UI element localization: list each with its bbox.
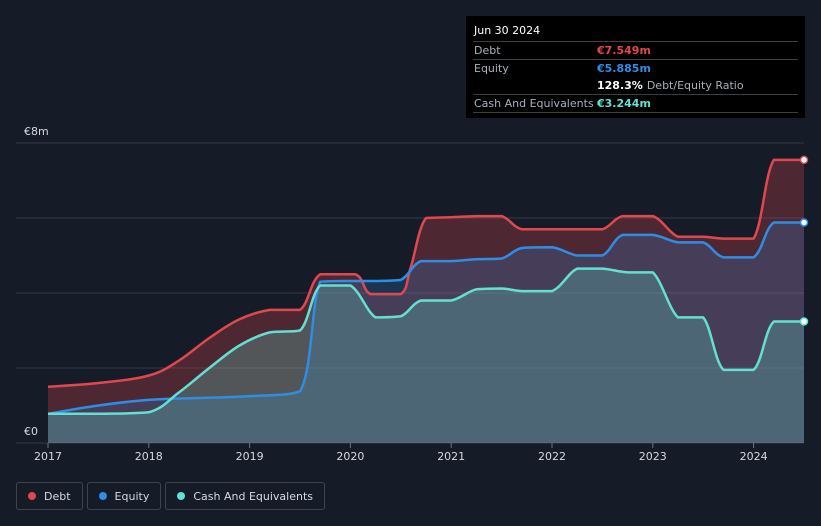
equity-line bbox=[47, 221, 804, 416]
series-end-markers bbox=[799, 155, 809, 326]
x-tick-label: 2020 bbox=[336, 450, 364, 463]
legend: Debt Equity Cash And Equivalents bbox=[16, 482, 325, 510]
tooltip-cash-label: Cash And Equivalents bbox=[474, 97, 594, 110]
legend-equity-label: Equity bbox=[114, 489, 150, 503]
x-tick-label: 2024 bbox=[740, 450, 768, 463]
tooltip-row-ratio: 128.3% Debt/Equity Ratio bbox=[473, 77, 798, 94]
tooltip-panel: Jun 30 2024 Debt €7.549m Equity €5.885m … bbox=[466, 16, 805, 118]
tooltip-date: Jun 30 2024 bbox=[474, 24, 541, 37]
legend-debt-label: Debt bbox=[44, 489, 71, 503]
x-axis: 2017 2018 2019 2020 2021 2022 2023 2024 bbox=[34, 443, 768, 463]
tooltip-row-equity: Equity €5.885m bbox=[473, 59, 798, 77]
x-tick-label: 2018 bbox=[135, 450, 163, 463]
series-lines bbox=[47, 158, 804, 416]
x-tick-label: 2023 bbox=[639, 450, 667, 463]
tooltip-equity-value: €5.885m bbox=[597, 62, 651, 75]
cash-line bbox=[47, 267, 804, 416]
legend-equity-dot-icon bbox=[98, 492, 107, 500]
x-tick-label: 2021 bbox=[437, 450, 465, 463]
tooltip-row-debt: Debt €7.549m bbox=[473, 41, 798, 59]
grid-lines bbox=[16, 142, 804, 444]
legend-debt-dot-icon bbox=[28, 492, 36, 500]
legend-item-cash[interactable]: Cash And Equivalents bbox=[165, 482, 325, 510]
equity-area bbox=[48, 222, 804, 443]
tooltip-row-cash: Cash And Equivalents €3.244m bbox=[473, 94, 798, 113]
cash-end-marker bbox=[799, 317, 809, 326]
tooltip-equity-label: Equity bbox=[474, 62, 509, 75]
x-tick-label: 2022 bbox=[538, 450, 566, 463]
legend-cash-label: Cash And Equivalents bbox=[193, 489, 313, 503]
tooltip-cash-value: €3.244m bbox=[597, 97, 651, 110]
y-tick-label-zero: €0 bbox=[24, 425, 38, 438]
cash-area bbox=[48, 268, 804, 443]
tooltip-debt-value: €7.549m bbox=[597, 44, 651, 57]
x-tick-label: 2019 bbox=[236, 450, 264, 463]
y-tick-label-top: €8m bbox=[24, 125, 49, 138]
x-tick-label: 2017 bbox=[34, 450, 62, 463]
tooltip-debt-label: Debt bbox=[474, 44, 501, 57]
debt-end-marker bbox=[799, 155, 809, 165]
equity-end-marker bbox=[799, 218, 809, 227]
legend-item-equity[interactable]: Equity bbox=[86, 482, 162, 510]
legend-cash-dot-icon bbox=[177, 492, 186, 500]
debt-line bbox=[47, 158, 804, 389]
tooltip-ratio-value: 128.3% bbox=[597, 79, 643, 92]
legend-item-debt[interactable]: Debt bbox=[16, 482, 83, 510]
tooltip-ratio-label: Debt/Equity Ratio bbox=[646, 79, 744, 92]
